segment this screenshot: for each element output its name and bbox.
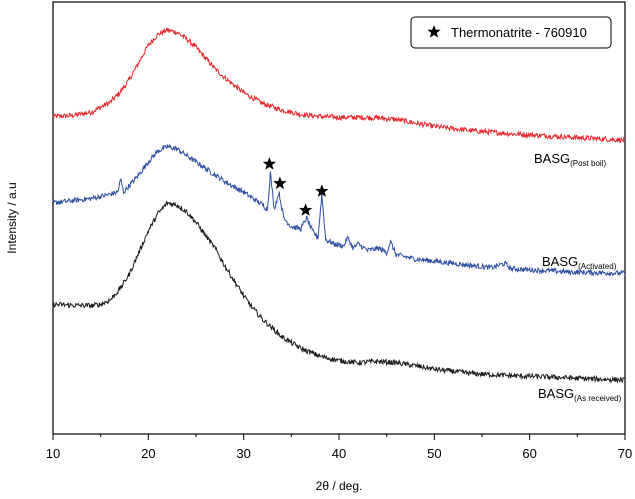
star-marker: [298, 203, 313, 216]
y-axis-title: Intensity / a.u: [5, 182, 19, 253]
star-marker: [262, 157, 277, 170]
series-label-activated: BASG(Activated): [542, 254, 617, 271]
x-tick-label: 10: [46, 446, 60, 461]
series-line-post-boil: [52, 27, 626, 144]
plot-frame: [52, 1, 626, 435]
legend-box: [410, 16, 612, 49]
x-tick-label: 30: [236, 446, 250, 461]
x-axis-title: 2θ / deg.: [316, 479, 363, 493]
legend-label: Thermonatrite - 760910: [451, 25, 587, 40]
x-tick-label: 60: [522, 446, 536, 461]
series-label-post-boil: BASG(Post boil): [534, 151, 606, 168]
x-tick-label: 40: [332, 446, 346, 461]
star-marker: [315, 184, 329, 197]
series-line-as-received: [52, 200, 626, 385]
legend-star-icon: [427, 25, 441, 38]
series-label-as-received: BASG(As received): [538, 386, 622, 403]
x-tick-label: 50: [427, 446, 441, 461]
star-markers: [262, 157, 329, 216]
x-tick-label: 70: [618, 446, 632, 461]
star-marker: [273, 176, 287, 190]
legend: Thermonatrite - 760910: [410, 16, 612, 49]
x-axis-ticks: 10 20 30 40 50 60 70: [46, 434, 632, 461]
series-line-activated: [52, 143, 626, 277]
series-lines: [52, 27, 626, 385]
x-tick-label: 20: [141, 446, 155, 461]
